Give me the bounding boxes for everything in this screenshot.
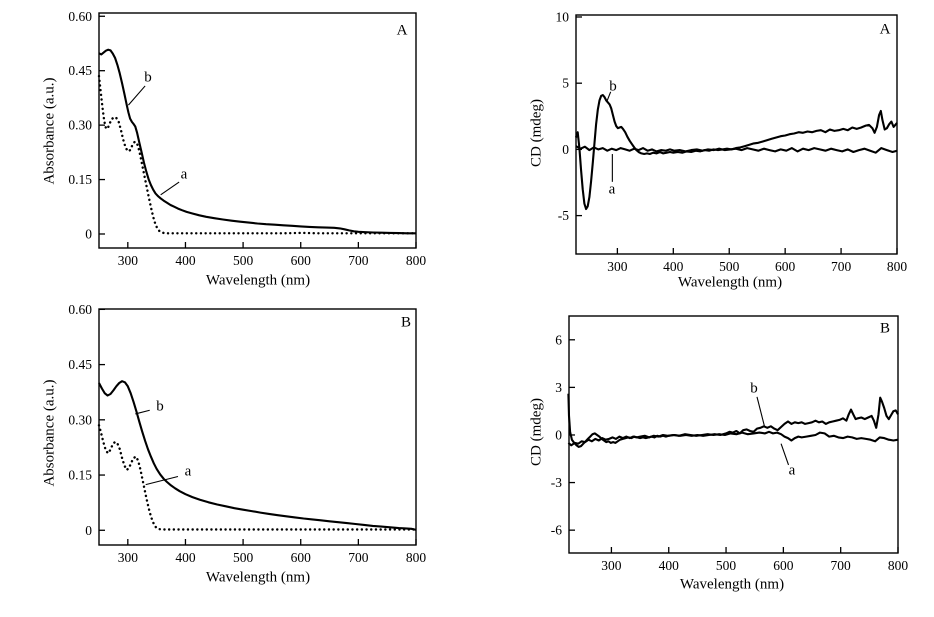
panel-letter-absorbance-A: A: [396, 22, 408, 39]
leader-line-b: [756, 396, 765, 427]
panel-cd-B: 300 400 500 600 700 800 -6 -3 0 3 6: [551, 315, 909, 573]
y-tick-label: 0.30: [68, 118, 92, 133]
curve-a: [97, 74, 418, 235]
x-tick-label: 700: [348, 253, 369, 268]
x-axis-title-absorbance-A: Wavelength (nm): [205, 272, 311, 289]
leader-line-b: [606, 91, 612, 102]
x-axis-title-absorbance-B: Wavelength (nm): [205, 569, 311, 586]
y-tick-label: 0.45: [68, 357, 92, 372]
y-axis-title-cd-A: CD (mdeg): [528, 99, 545, 167]
x-tick-label: 700: [831, 259, 852, 274]
y-tick-label: 10: [556, 9, 570, 24]
panel-letter-absorbance-B: B: [400, 314, 412, 331]
x-tick-label: 800: [888, 558, 909, 573]
x-tick-label: 800: [406, 550, 427, 565]
curve-label-a-cd-B: a: [788, 462, 796, 479]
curve-a: [575, 145, 898, 154]
curve-b: [575, 94, 898, 211]
x-tick-label: 500: [233, 253, 254, 268]
curve-label-a-cd-A: a: [608, 181, 616, 198]
y-axis-title-cd-B: CD (mdeg): [528, 398, 545, 466]
curve-label-a-absorbance-B: a: [184, 463, 192, 480]
curve-label-b-cd-A: b: [609, 78, 617, 95]
y-tick-label: 0.15: [68, 468, 92, 483]
y-tick-label: 3: [555, 380, 562, 395]
leader-line-a: [160, 181, 180, 196]
curve-label-b-absorbance-B: b: [156, 398, 164, 415]
panel-absorbance-A: 300 400 500 600 700 800 0 0.15 0.30 0.45 0.60: [68, 9, 426, 268]
y-tick-label: 5: [562, 76, 569, 91]
y-tick-label: 0.45: [68, 63, 92, 78]
y-tick-label: 0: [555, 427, 562, 442]
plot-frame: [98, 308, 417, 546]
leader-line-a: [780, 443, 790, 466]
x-tick-label: 700: [348, 550, 369, 565]
y-tick-label: -3: [551, 475, 562, 490]
leader-line-b: [135, 409, 150, 415]
x-tick-label: 400: [659, 558, 680, 573]
x-tick-label: 600: [291, 253, 312, 268]
x-tick-label: 400: [663, 259, 684, 274]
x-axis-title-cd-B: Wavelength (nm): [679, 576, 785, 593]
curve-label-b-absorbance-A: b: [144, 69, 152, 86]
x-tick-label: 600: [775, 259, 796, 274]
x-tick-label: 500: [716, 558, 737, 573]
leader-line-a: [145, 475, 179, 486]
curve-a: [97, 424, 418, 531]
plot-frame: [98, 12, 417, 249]
x-tick-label: 800: [887, 259, 908, 274]
panel-absorbance-B: 300 400 500 600 700 800 0 0.15 0.30 0.45 0.60: [68, 302, 426, 565]
x-tick-label: 400: [175, 550, 196, 565]
y-tick-label: 0.60: [68, 302, 92, 317]
curve-a: [567, 430, 899, 447]
x-tick-label: 700: [831, 558, 852, 573]
x-tick-label: 600: [291, 550, 312, 565]
plot-frame: [575, 14, 898, 255]
y-tick-label: -6: [551, 523, 562, 538]
x-tick-label: 400: [175, 253, 196, 268]
panel-letter-cd-B: B: [879, 320, 891, 337]
x-tick-label: 300: [118, 550, 139, 565]
x-tick-label: 600: [773, 558, 794, 573]
y-axis-title-absorbance-A: Absorbance (a.u.): [41, 77, 58, 185]
x-tick-label: 300: [607, 259, 628, 274]
y-tick-label: 0.30: [68, 412, 92, 427]
x-tick-label: 300: [118, 253, 139, 268]
curve-b: [98, 48, 416, 235]
x-tick-label: 500: [233, 550, 254, 565]
curve-b: [567, 393, 899, 448]
x-tick-label: 500: [719, 259, 740, 274]
y-tick-label: 0.60: [68, 9, 92, 24]
curve-label-b-cd-B: b: [750, 380, 758, 397]
y-tick-label: -5: [558, 208, 569, 223]
curve-b: [98, 380, 417, 531]
x-tick-label: 300: [601, 558, 622, 573]
y-tick-label: 0: [85, 523, 92, 538]
panel-letter-cd-A: A: [879, 21, 891, 38]
x-axis-title-cd-A: Wavelength (nm): [677, 274, 783, 291]
panel-cd-A: 300 400 500 600 700 800 -5 0 5 10: [556, 9, 908, 274]
y-tick-label: 0: [85, 226, 92, 241]
y-tick-label: 0: [562, 142, 569, 157]
y-tick-label: 6: [555, 332, 562, 347]
x-tick-label: 800: [406, 253, 427, 268]
leader-line-b: [127, 85, 146, 106]
y-tick-label: 0.15: [68, 172, 92, 187]
y-axis-title-absorbance-B: Absorbance (a.u.): [41, 379, 58, 487]
curve-label-a-absorbance-A: a: [180, 166, 188, 183]
